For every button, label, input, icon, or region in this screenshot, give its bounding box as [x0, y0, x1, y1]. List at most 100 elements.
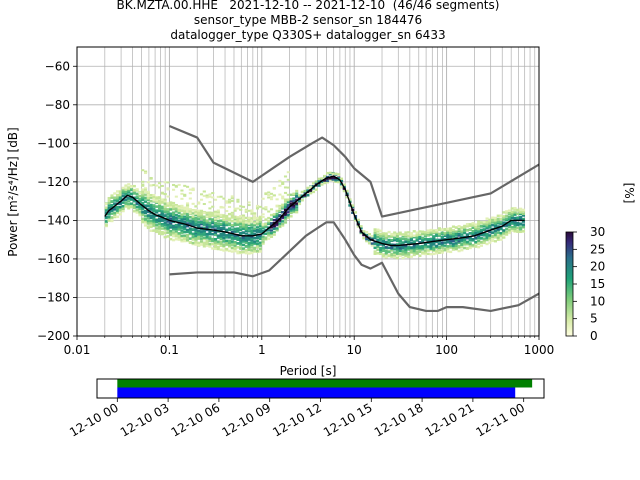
- psd-cell: [216, 210, 220, 214]
- psd-cell: [513, 211, 517, 214]
- psd-cell: [320, 180, 324, 183]
- psd-cell: [320, 183, 324, 186]
- psd-cell: [286, 198, 290, 201]
- psd-cell: [163, 210, 167, 213]
- psd-cell: [521, 223, 525, 226]
- psd-cell: [110, 205, 114, 208]
- psd-cell: [157, 202, 162, 205]
- psd-cell: [213, 214, 218, 218]
- psd-cell: [118, 205, 122, 209]
- psd-cell: [177, 223, 181, 227]
- psd-cell: [275, 205, 279, 208]
- psd-cell: [264, 193, 268, 196]
- psd-cell: [160, 232, 164, 235]
- psd-cell: [513, 225, 517, 229]
- psd-cell: [241, 250, 246, 254]
- psd-cell: [191, 187, 195, 190]
- psd-cell: [141, 202, 145, 205]
- psd-cell: [244, 221, 248, 224]
- psd-cell: [477, 230, 481, 233]
- psd-cell: [409, 232, 414, 235]
- title-line-1: BK.MZTA.00.HHE 2021-12-10 -- 2021-12-10 …: [116, 0, 500, 12]
- psd-cell: [297, 194, 302, 197]
- psd-cell: [155, 205, 159, 208]
- psd-cell: [398, 247, 402, 250]
- psd-cell: [457, 240, 461, 243]
- psd-cell: [216, 217, 220, 220]
- psd-cell: [194, 241, 198, 244]
- psd-cell: [337, 176, 341, 180]
- psd-cell: [421, 230, 425, 233]
- coverage-bars: [117, 379, 533, 398]
- psd-cell: [339, 177, 344, 180]
- psd-cell: [423, 231, 428, 234]
- psd-cell: [146, 204, 150, 208]
- psd-cell: [387, 254, 391, 258]
- psd-cell: [144, 219, 148, 223]
- psd-cell: [451, 244, 456, 248]
- psd-cell: [171, 211, 176, 214]
- psd-cell: [191, 216, 195, 220]
- psd-cell: [275, 227, 279, 230]
- psd-cell: [477, 222, 481, 226]
- psd-cell: [138, 207, 142, 211]
- psd-cell: [219, 235, 223, 238]
- psd-cell: [491, 237, 495, 240]
- psd-cell: [258, 230, 262, 234]
- colorbar-tick-label: 5: [590, 312, 598, 326]
- psd-cell: [225, 216, 229, 220]
- psd-cell: [261, 213, 265, 216]
- psd-cell: [208, 236, 212, 239]
- psd-cell: [188, 208, 192, 211]
- psd-cell: [519, 215, 523, 219]
- psd-cell: [519, 230, 523, 234]
- psd-cell: [418, 246, 422, 250]
- psd-cell: [222, 243, 226, 246]
- psd-cell: [149, 205, 153, 208]
- psd-cell: [267, 219, 271, 223]
- psd-cell: [225, 239, 229, 243]
- psd-cell: [482, 225, 486, 228]
- psd-cell: [457, 241, 461, 245]
- psd-cell: [412, 241, 416, 245]
- psd-cell: [404, 240, 408, 244]
- psd-cell: [180, 204, 184, 208]
- psd-cell: [253, 232, 257, 235]
- psd-cell: [395, 250, 400, 253]
- psd-cell: [426, 245, 430, 248]
- psd-cell: [141, 198, 145, 202]
- psd-cell: [496, 236, 500, 239]
- psd-cell: [227, 249, 232, 253]
- psd-cell: [185, 228, 190, 232]
- psd-cell: [202, 236, 206, 239]
- psd-cell: [213, 228, 218, 231]
- psd-cell: [230, 240, 234, 243]
- psd-cell: [426, 252, 430, 256]
- psd-cell: [474, 231, 478, 235]
- psd-cell: [104, 220, 108, 223]
- psd-cell: [516, 221, 520, 225]
- psd-cell: [160, 201, 164, 204]
- psd-cell: [289, 207, 293, 211]
- psd-cell: [253, 221, 257, 224]
- psd-cell: [353, 219, 358, 222]
- psd-cell: [107, 213, 111, 216]
- psd-cell: [471, 224, 475, 227]
- psd-cell: [468, 224, 472, 228]
- psd-cell: [395, 234, 400, 238]
- psd-cell: [474, 225, 478, 229]
- psd-cell: [157, 217, 162, 220]
- psd-cell: [404, 233, 408, 237]
- psd-cell: [325, 179, 330, 182]
- psd-cell: [395, 256, 400, 260]
- psd-cell: [323, 181, 327, 185]
- psd-cell: [384, 236, 388, 240]
- psd-cell: [247, 252, 251, 255]
- psd-cell: [191, 202, 195, 205]
- psd-cell: [241, 236, 246, 239]
- psd-cell: [513, 213, 517, 216]
- psd-cell: [491, 239, 495, 243]
- psd-cell: [451, 229, 456, 232]
- psd-cell: [227, 245, 232, 249]
